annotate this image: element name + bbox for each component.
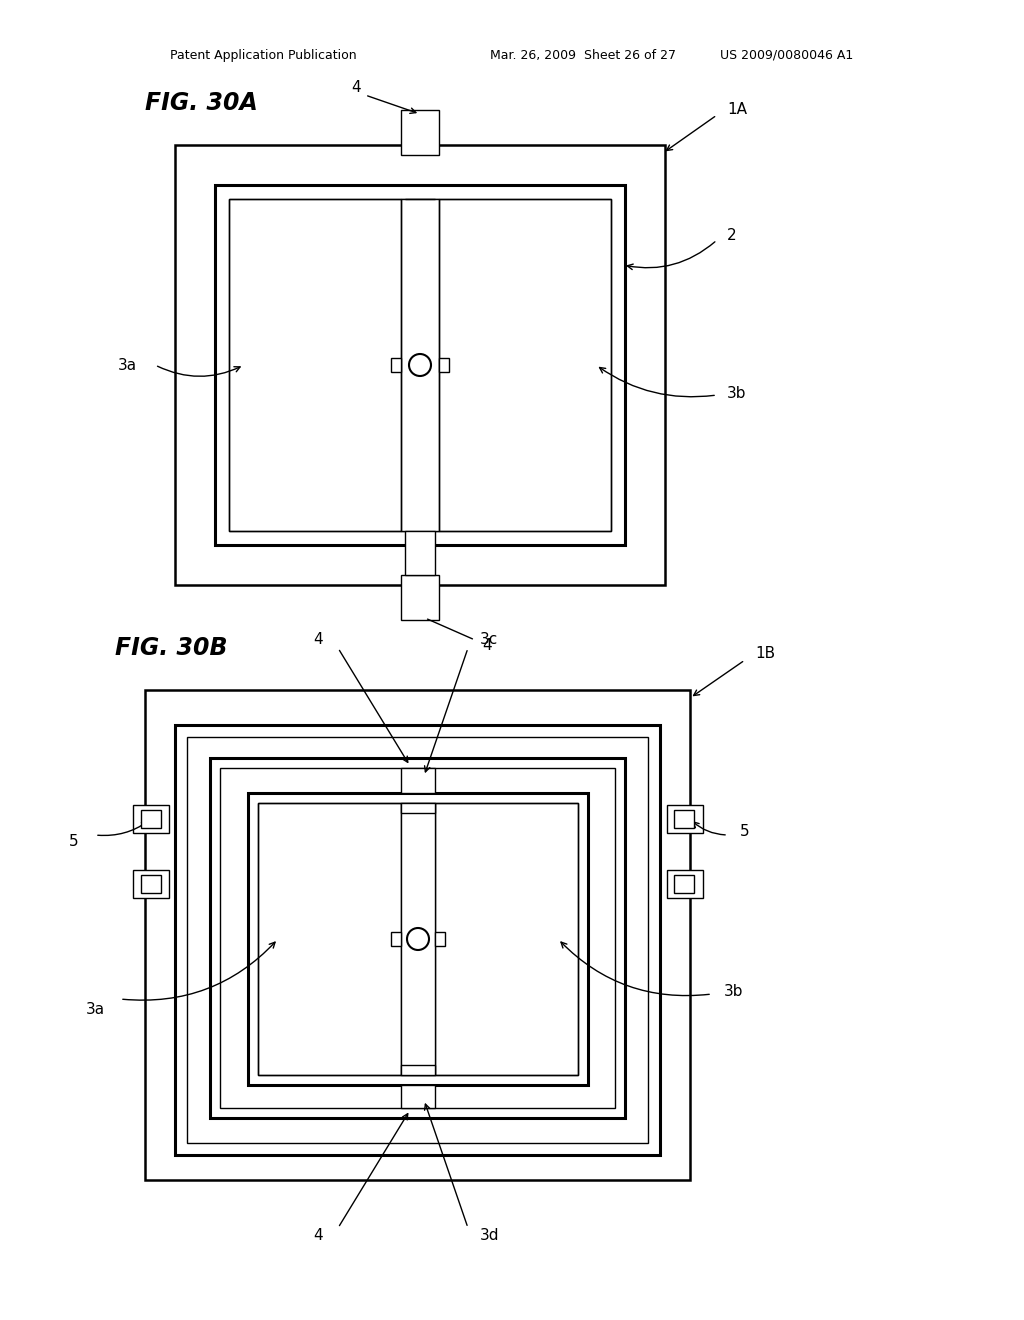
Text: 4: 4 <box>313 632 323 648</box>
Bar <box>133 805 169 833</box>
Text: 2: 2 <box>727 227 736 243</box>
Text: Mar. 26, 2009  Sheet 26 of 27: Mar. 26, 2009 Sheet 26 of 27 <box>490 49 676 62</box>
Text: 1B: 1B <box>755 647 775 661</box>
Bar <box>435 932 445 946</box>
Bar <box>401 768 435 793</box>
Circle shape <box>407 928 429 950</box>
Bar <box>391 358 401 372</box>
Bar <box>145 690 690 1180</box>
Bar <box>401 1065 435 1074</box>
Bar <box>439 199 611 531</box>
Bar <box>401 199 439 531</box>
Text: Patent Application Publication: Patent Application Publication <box>170 49 356 62</box>
Text: 5: 5 <box>70 833 79 849</box>
Bar <box>406 531 435 576</box>
Bar <box>258 803 401 1074</box>
Bar <box>229 199 401 531</box>
Circle shape <box>409 354 431 376</box>
Text: 3c: 3c <box>480 632 499 648</box>
Bar <box>220 768 615 1107</box>
Bar <box>435 803 578 1074</box>
Text: 4: 4 <box>482 638 492 652</box>
Text: 3a: 3a <box>86 1002 105 1016</box>
Bar <box>258 803 401 1074</box>
Bar <box>175 725 660 1155</box>
Bar <box>401 803 435 1074</box>
Text: 4: 4 <box>313 1229 323 1243</box>
Text: 3b: 3b <box>727 385 746 400</box>
Bar <box>401 576 439 620</box>
Bar <box>667 805 703 833</box>
Bar <box>133 870 169 898</box>
Text: 3a: 3a <box>118 358 137 372</box>
Bar <box>439 358 449 372</box>
Bar <box>674 875 694 894</box>
Bar <box>674 810 694 828</box>
Bar <box>175 145 665 585</box>
Bar <box>248 793 588 1085</box>
Bar <box>229 199 401 531</box>
Bar <box>210 758 625 1118</box>
Bar <box>187 737 648 1143</box>
Bar <box>229 199 611 531</box>
Bar <box>258 803 578 1074</box>
Bar <box>391 932 401 946</box>
Bar <box>401 803 435 813</box>
Text: 5: 5 <box>740 824 750 838</box>
Bar <box>215 185 625 545</box>
Bar <box>141 810 161 828</box>
Bar <box>401 1085 435 1107</box>
Text: FIG. 30A: FIG. 30A <box>145 91 258 115</box>
Bar <box>435 803 578 1074</box>
Text: 3b: 3b <box>724 983 743 998</box>
Text: 1A: 1A <box>727 102 746 116</box>
Text: 3d: 3d <box>480 1229 500 1243</box>
Bar <box>439 199 611 531</box>
Text: FIG. 30B: FIG. 30B <box>115 636 227 660</box>
Bar <box>401 110 439 154</box>
Text: US 2009/0080046 A1: US 2009/0080046 A1 <box>720 49 853 62</box>
Bar <box>667 870 703 898</box>
Text: 4: 4 <box>351 79 360 95</box>
Bar <box>141 875 161 894</box>
